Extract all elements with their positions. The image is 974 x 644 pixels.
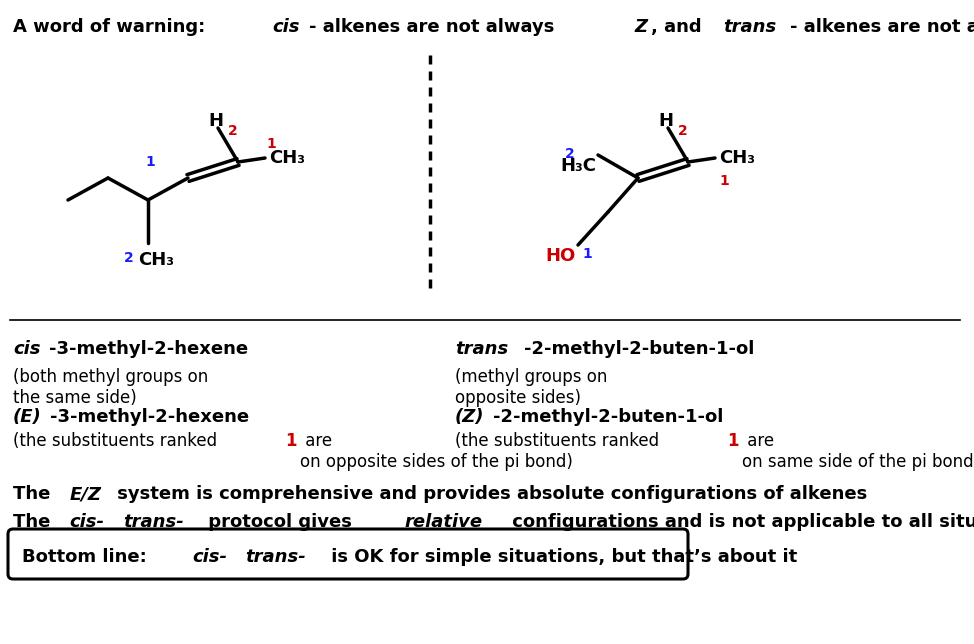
Text: The: The (13, 513, 56, 531)
Text: A word of warning:: A word of warning: (13, 18, 211, 36)
Text: are
on opposite sides of the pi bond): are on opposite sides of the pi bond) (300, 432, 573, 471)
Text: trans: trans (723, 18, 776, 36)
Text: -3-methyl-2-hexene: -3-methyl-2-hexene (51, 408, 249, 426)
Text: -2-methyl-2-buten-1-ol: -2-methyl-2-buten-1-ol (524, 340, 755, 358)
Text: HO: HO (545, 247, 576, 265)
Text: H: H (658, 112, 673, 130)
Text: relative: relative (405, 513, 483, 531)
Text: 1: 1 (145, 155, 155, 169)
Text: 1: 1 (719, 174, 729, 188)
Text: configurations and is not applicable to all situations: configurations and is not applicable to … (506, 513, 974, 531)
Text: H₃C: H₃C (560, 157, 596, 175)
Text: cis-: cis- (70, 513, 104, 531)
Text: 2: 2 (125, 251, 134, 265)
Text: are
on same side of the pi bond): are on same side of the pi bond) (742, 432, 974, 471)
Text: , and: , and (651, 18, 707, 36)
Text: 2: 2 (678, 124, 688, 138)
Text: trans: trans (455, 340, 508, 358)
Text: Z: Z (635, 18, 648, 36)
Text: 1: 1 (727, 432, 738, 450)
Text: - alkenes are not always: - alkenes are not always (790, 18, 974, 36)
Text: protocol gives: protocol gives (203, 513, 358, 531)
Text: Bottom line:: Bottom line: (22, 548, 153, 566)
Text: CH₃: CH₃ (719, 149, 755, 167)
Text: 2: 2 (565, 147, 575, 161)
Text: (methyl groups on
opposite sides): (methyl groups on opposite sides) (455, 368, 608, 407)
Text: (Z): (Z) (455, 408, 484, 426)
Text: cis: cis (13, 340, 41, 358)
Text: 2: 2 (228, 124, 238, 138)
Text: trans-: trans- (124, 513, 184, 531)
Text: (both methyl groups on
the same side): (both methyl groups on the same side) (13, 368, 208, 407)
Text: cis-: cis- (192, 548, 227, 566)
Text: 1: 1 (582, 247, 592, 261)
Text: -3-methyl-2-hexene: -3-methyl-2-hexene (49, 340, 247, 358)
Text: (the substituents ranked: (the substituents ranked (13, 432, 222, 450)
Text: - alkenes are not always: - alkenes are not always (309, 18, 561, 36)
Text: system is comprehensive and provides absolute configurations of alkenes: system is comprehensive and provides abs… (111, 485, 867, 503)
Text: 1: 1 (285, 432, 296, 450)
Text: -2-methyl-2-buten-1-ol: -2-methyl-2-buten-1-ol (493, 408, 724, 426)
Text: E/Z: E/Z (70, 485, 101, 503)
Text: 1: 1 (266, 137, 276, 151)
Text: CH₃: CH₃ (269, 149, 305, 167)
Text: is OK for simple situations, but that’s about it: is OK for simple situations, but that’s … (324, 548, 797, 566)
Text: trans-: trans- (245, 548, 307, 566)
Text: CH₃: CH₃ (138, 251, 174, 269)
Text: H: H (208, 112, 223, 130)
Text: (the substituents ranked: (the substituents ranked (455, 432, 664, 450)
Text: cis: cis (272, 18, 300, 36)
Text: (E): (E) (13, 408, 42, 426)
Text: The: The (13, 485, 56, 503)
